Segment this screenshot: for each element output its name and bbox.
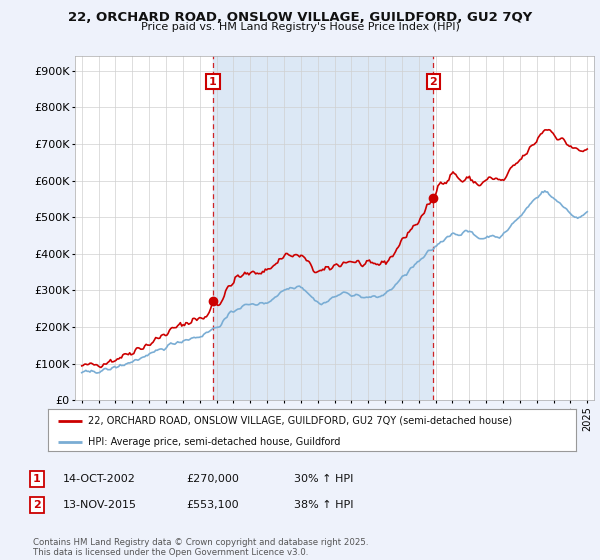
Text: £270,000: £270,000: [186, 474, 239, 484]
Text: HPI: Average price, semi-detached house, Guildford: HPI: Average price, semi-detached house,…: [88, 437, 340, 446]
Text: Contains HM Land Registry data © Crown copyright and database right 2025.
This d: Contains HM Land Registry data © Crown c…: [33, 538, 368, 557]
Text: 38% ↑ HPI: 38% ↑ HPI: [294, 500, 353, 510]
Text: 1: 1: [209, 77, 217, 87]
Text: 30% ↑ HPI: 30% ↑ HPI: [294, 474, 353, 484]
Text: £553,100: £553,100: [186, 500, 239, 510]
Text: 22, ORCHARD ROAD, ONSLOW VILLAGE, GUILDFORD, GU2 7QY: 22, ORCHARD ROAD, ONSLOW VILLAGE, GUILDF…: [68, 11, 532, 24]
Text: 22, ORCHARD ROAD, ONSLOW VILLAGE, GUILDFORD, GU2 7QY (semi-detached house): 22, ORCHARD ROAD, ONSLOW VILLAGE, GUILDF…: [88, 416, 512, 426]
Text: 13-NOV-2015: 13-NOV-2015: [63, 500, 137, 510]
Text: Price paid vs. HM Land Registry's House Price Index (HPI): Price paid vs. HM Land Registry's House …: [140, 22, 460, 32]
Text: 14-OCT-2002: 14-OCT-2002: [63, 474, 136, 484]
Text: 2: 2: [430, 77, 437, 87]
Text: 1: 1: [33, 474, 41, 484]
Bar: [213, 56, 433, 400]
Text: 2: 2: [33, 500, 41, 510]
